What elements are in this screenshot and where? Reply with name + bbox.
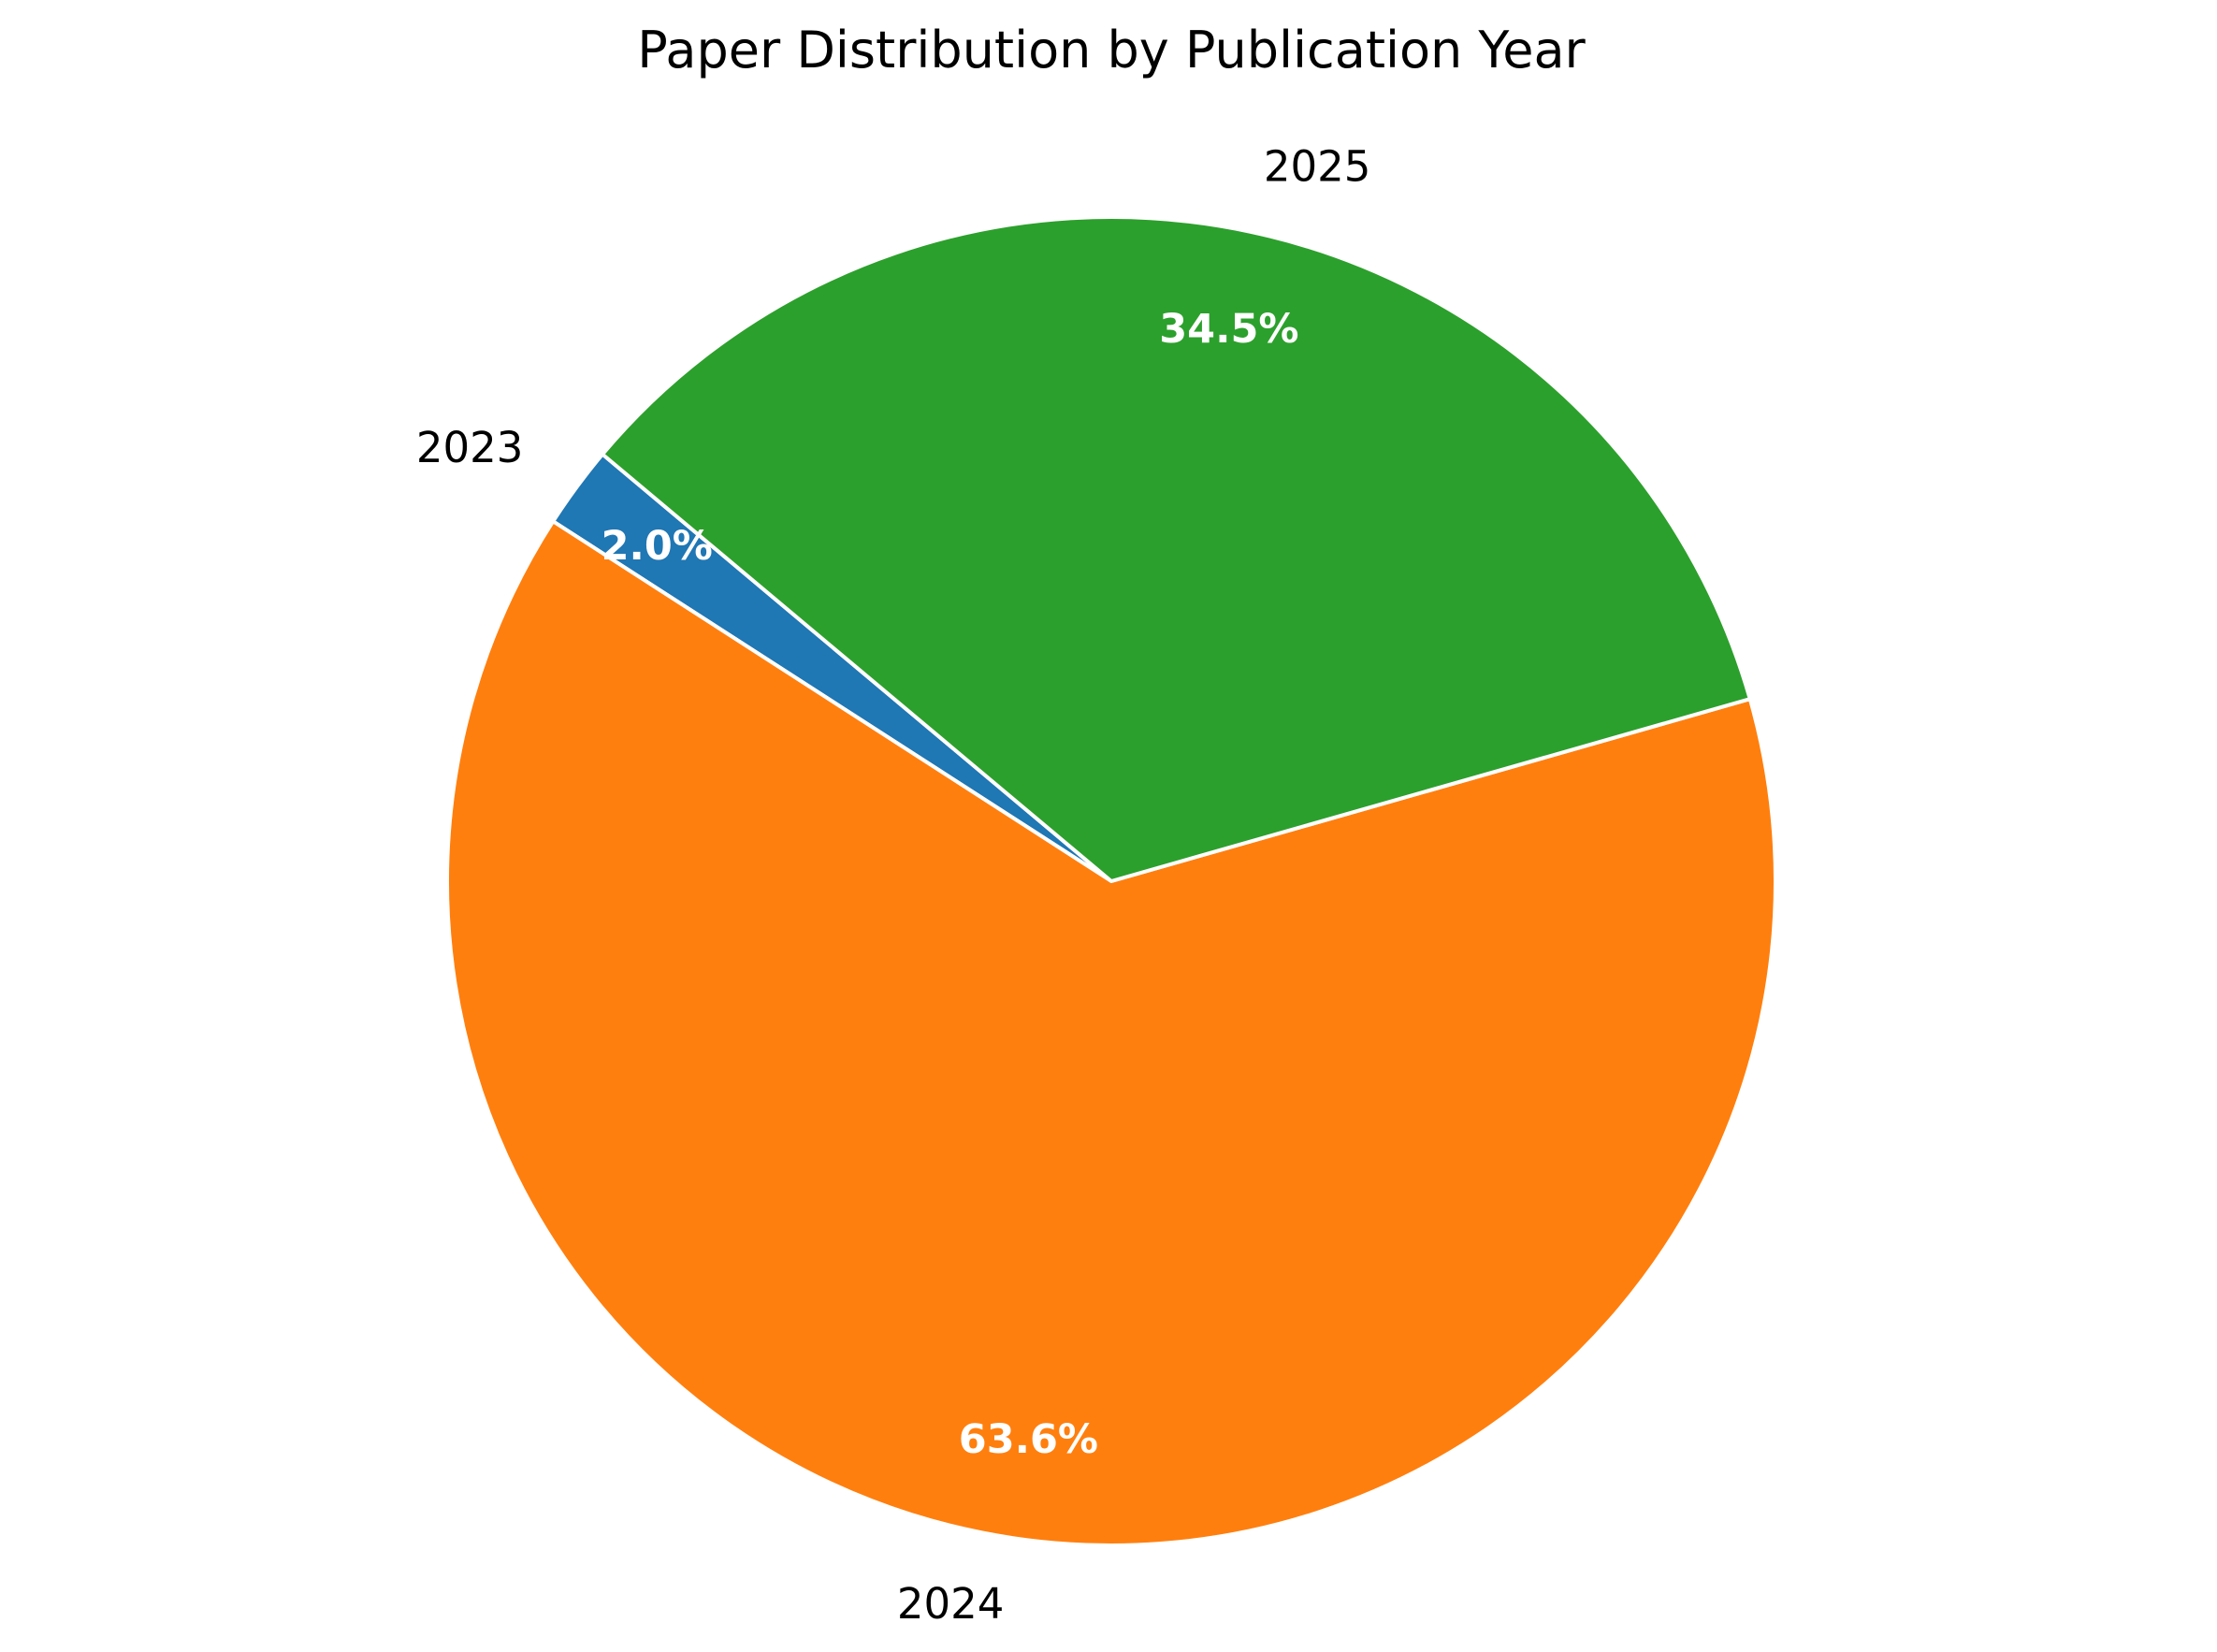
pie-slice-2024 (445, 519, 1777, 1547)
pie-value-label-2023: 2.0% (601, 523, 713, 570)
pie-slices (445, 215, 1777, 1547)
pie-labels: 2023 2.0% 2024 63.6% 2025 34.5% (416, 142, 1371, 1629)
pie-label-2024: 2024 (897, 1579, 1005, 1629)
pie-value-label-2025: 34.5% (1159, 306, 1298, 353)
chart-title: Paper Distribution by Publication Year (637, 21, 1586, 80)
pie-slice-2025 (601, 215, 1752, 883)
pie-label-2025: 2025 (1264, 142, 1371, 192)
pie-label-2023: 2023 (416, 423, 524, 472)
pie-value-label-2024: 63.6% (959, 1416, 1098, 1463)
